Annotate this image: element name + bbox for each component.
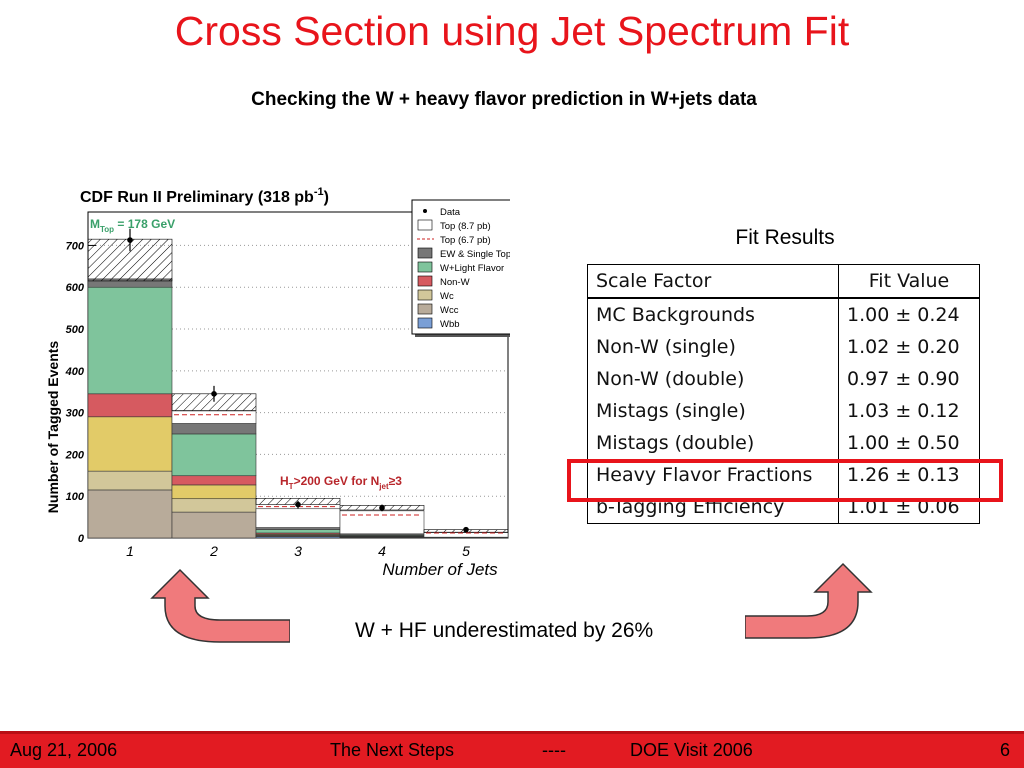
legend-swatch <box>417 219 433 231</box>
legend-swatch <box>417 289 433 301</box>
row-value: 0.97 ± 0.90 <box>838 363 980 395</box>
y-tick-label: 500 <box>66 324 85 336</box>
chart-legend: Data Top (8.7 pb) Top (6.7 pb) EW & Single … <box>411 199 510 337</box>
table-row: Mistags (double) 1.00 ± 0.50 <box>587 427 980 459</box>
y-tick-label: 300 <box>66 408 85 420</box>
conclusion-text: W + HF underestimated by 26% <box>355 619 654 642</box>
chart-title: CDF Run II Preliminary (318 pb-1) <box>80 186 329 206</box>
bar-segment <box>255 508 341 528</box>
fit-results-title: Fit Results <box>735 226 835 249</box>
bar-segment <box>87 470 173 491</box>
mtop-annotation: MTop = 178 GeV <box>90 217 175 234</box>
ht-annotation: HT>200 GeV for Njet≥3 <box>280 474 402 491</box>
legend-swatch <box>417 247 433 259</box>
row-name: Mistags (double) <box>587 427 839 459</box>
x-tick-label: 4 <box>378 543 386 559</box>
bar-segment <box>255 527 341 530</box>
data-point <box>127 237 133 243</box>
table-row: b-Tagging Efficiency 1.01 ± 0.06 <box>587 491 980 524</box>
legend-swatch <box>417 275 433 287</box>
bar-segment <box>171 433 257 477</box>
slide-subtitle: Checking the W + heavy flavor prediction… <box>251 89 757 110</box>
legend-label: W+Light Flavor <box>440 263 504 274</box>
row-value: 1.03 ± 0.12 <box>838 395 980 427</box>
bar-segment <box>87 393 173 418</box>
bar-segment <box>87 416 173 472</box>
footer-section: The Next Steps <box>330 740 455 760</box>
legend-label: Data <box>440 207 461 218</box>
bar-segment <box>171 484 257 500</box>
row-value: 1.26 ± 0.13 <box>838 459 980 491</box>
legend-label: Top (8.7 pb) <box>440 221 491 232</box>
highlight-box <box>567 459 1003 502</box>
footer-date: Aug 21, 2006 <box>10 740 118 760</box>
footer-bar: Aug 21, 2006 The Next Steps ---- DOE Vis… <box>0 731 1024 768</box>
row-name: Mistags (single) <box>587 395 839 427</box>
legend-label: Wcc <box>440 305 459 316</box>
header-fit-value: Fit Value <box>838 264 980 299</box>
legend-label: Wc <box>440 291 454 302</box>
legend-swatch <box>417 317 433 329</box>
y-tick-label: 200 <box>65 449 85 461</box>
row-value: 1.02 ± 0.20 <box>838 331 980 363</box>
fit-results-table: Scale Factor Fit Value MC Backgrounds 1.0… <box>587 264 980 524</box>
table-row: Non-W (single) 1.02 ± 0.20 <box>587 331 980 363</box>
bar-segment <box>171 410 257 424</box>
table-row: Heavy Flavor Fractions 1.26 ± 0.13 <box>587 459 980 491</box>
bar-segment <box>255 529 341 534</box>
table-row: MC Backgrounds 1.00 ± 0.24 <box>587 298 980 331</box>
row-name: MC Backgrounds <box>587 298 839 331</box>
row-value: 1.01 ± 0.06 <box>838 491 980 524</box>
left-arrow-icon <box>150 568 290 643</box>
bar-segment <box>171 423 257 435</box>
table-header-row: Scale Factor Fit Value <box>587 264 980 299</box>
footer-page-number: 6 <box>1000 740 1011 760</box>
data-point <box>379 505 385 511</box>
x-tick-label: 1 <box>126 543 134 559</box>
footer-divider <box>0 731 1024 734</box>
header-scale-factor: Scale Factor <box>587 264 839 299</box>
y-axis-label: Number of Tagged Events <box>45 341 61 514</box>
footer-event: DOE Visit 2006 <box>630 740 753 760</box>
y-tick-label: 400 <box>65 366 85 378</box>
legend-label: Wbb <box>440 319 460 330</box>
row-name: Heavy Flavor Fractions <box>587 459 839 491</box>
table-row: Mistags (single) 1.03 ± 0.12 <box>587 395 980 427</box>
x-tick-label: 3 <box>294 543 302 559</box>
y-tick-label: 0 <box>78 533 85 545</box>
row-name: Non-W (double) <box>587 363 839 395</box>
data-point <box>463 526 469 533</box>
table-row: Non-W (double) 0.97 ± 0.90 <box>587 363 980 395</box>
y-tick-label: 600 <box>66 282 85 294</box>
legend-swatch <box>417 303 433 315</box>
bar-segment <box>339 510 425 535</box>
x-tick-label: 5 <box>462 543 470 559</box>
x-axis-label: Number of Jets <box>382 560 498 579</box>
y-tick-label: 700 <box>66 240 85 252</box>
legend-label: EW & Single Top <box>440 249 510 260</box>
right-arrow-icon <box>745 562 873 639</box>
row-value: 1.00 ± 0.50 <box>838 427 980 459</box>
legend-marker <box>423 209 427 213</box>
legend-swatch <box>417 261 433 273</box>
data-point <box>211 391 217 397</box>
row-value: 1.00 ± 0.24 <box>838 298 980 331</box>
bar-segment <box>87 489 173 539</box>
footer-separator: ---- <box>542 740 566 760</box>
row-name: Non-W (single) <box>587 331 839 363</box>
data-point <box>295 501 301 508</box>
bar-segment <box>171 498 257 513</box>
bar-segment <box>87 286 173 395</box>
stacked-bar-chart: CDF Run II Preliminary (318 pb-1) 0 100 20… <box>45 186 510 579</box>
slide-title: Cross Section using Jet Spectrum Fit <box>174 8 850 54</box>
bar-segment <box>171 475 257 486</box>
legend-label: Top (6.7 pb) <box>440 235 491 246</box>
x-tick-label: 2 <box>209 543 218 559</box>
y-tick-label: 100 <box>66 491 85 503</box>
bar-segment <box>171 511 257 539</box>
legend-label: Non-W <box>440 277 470 288</box>
